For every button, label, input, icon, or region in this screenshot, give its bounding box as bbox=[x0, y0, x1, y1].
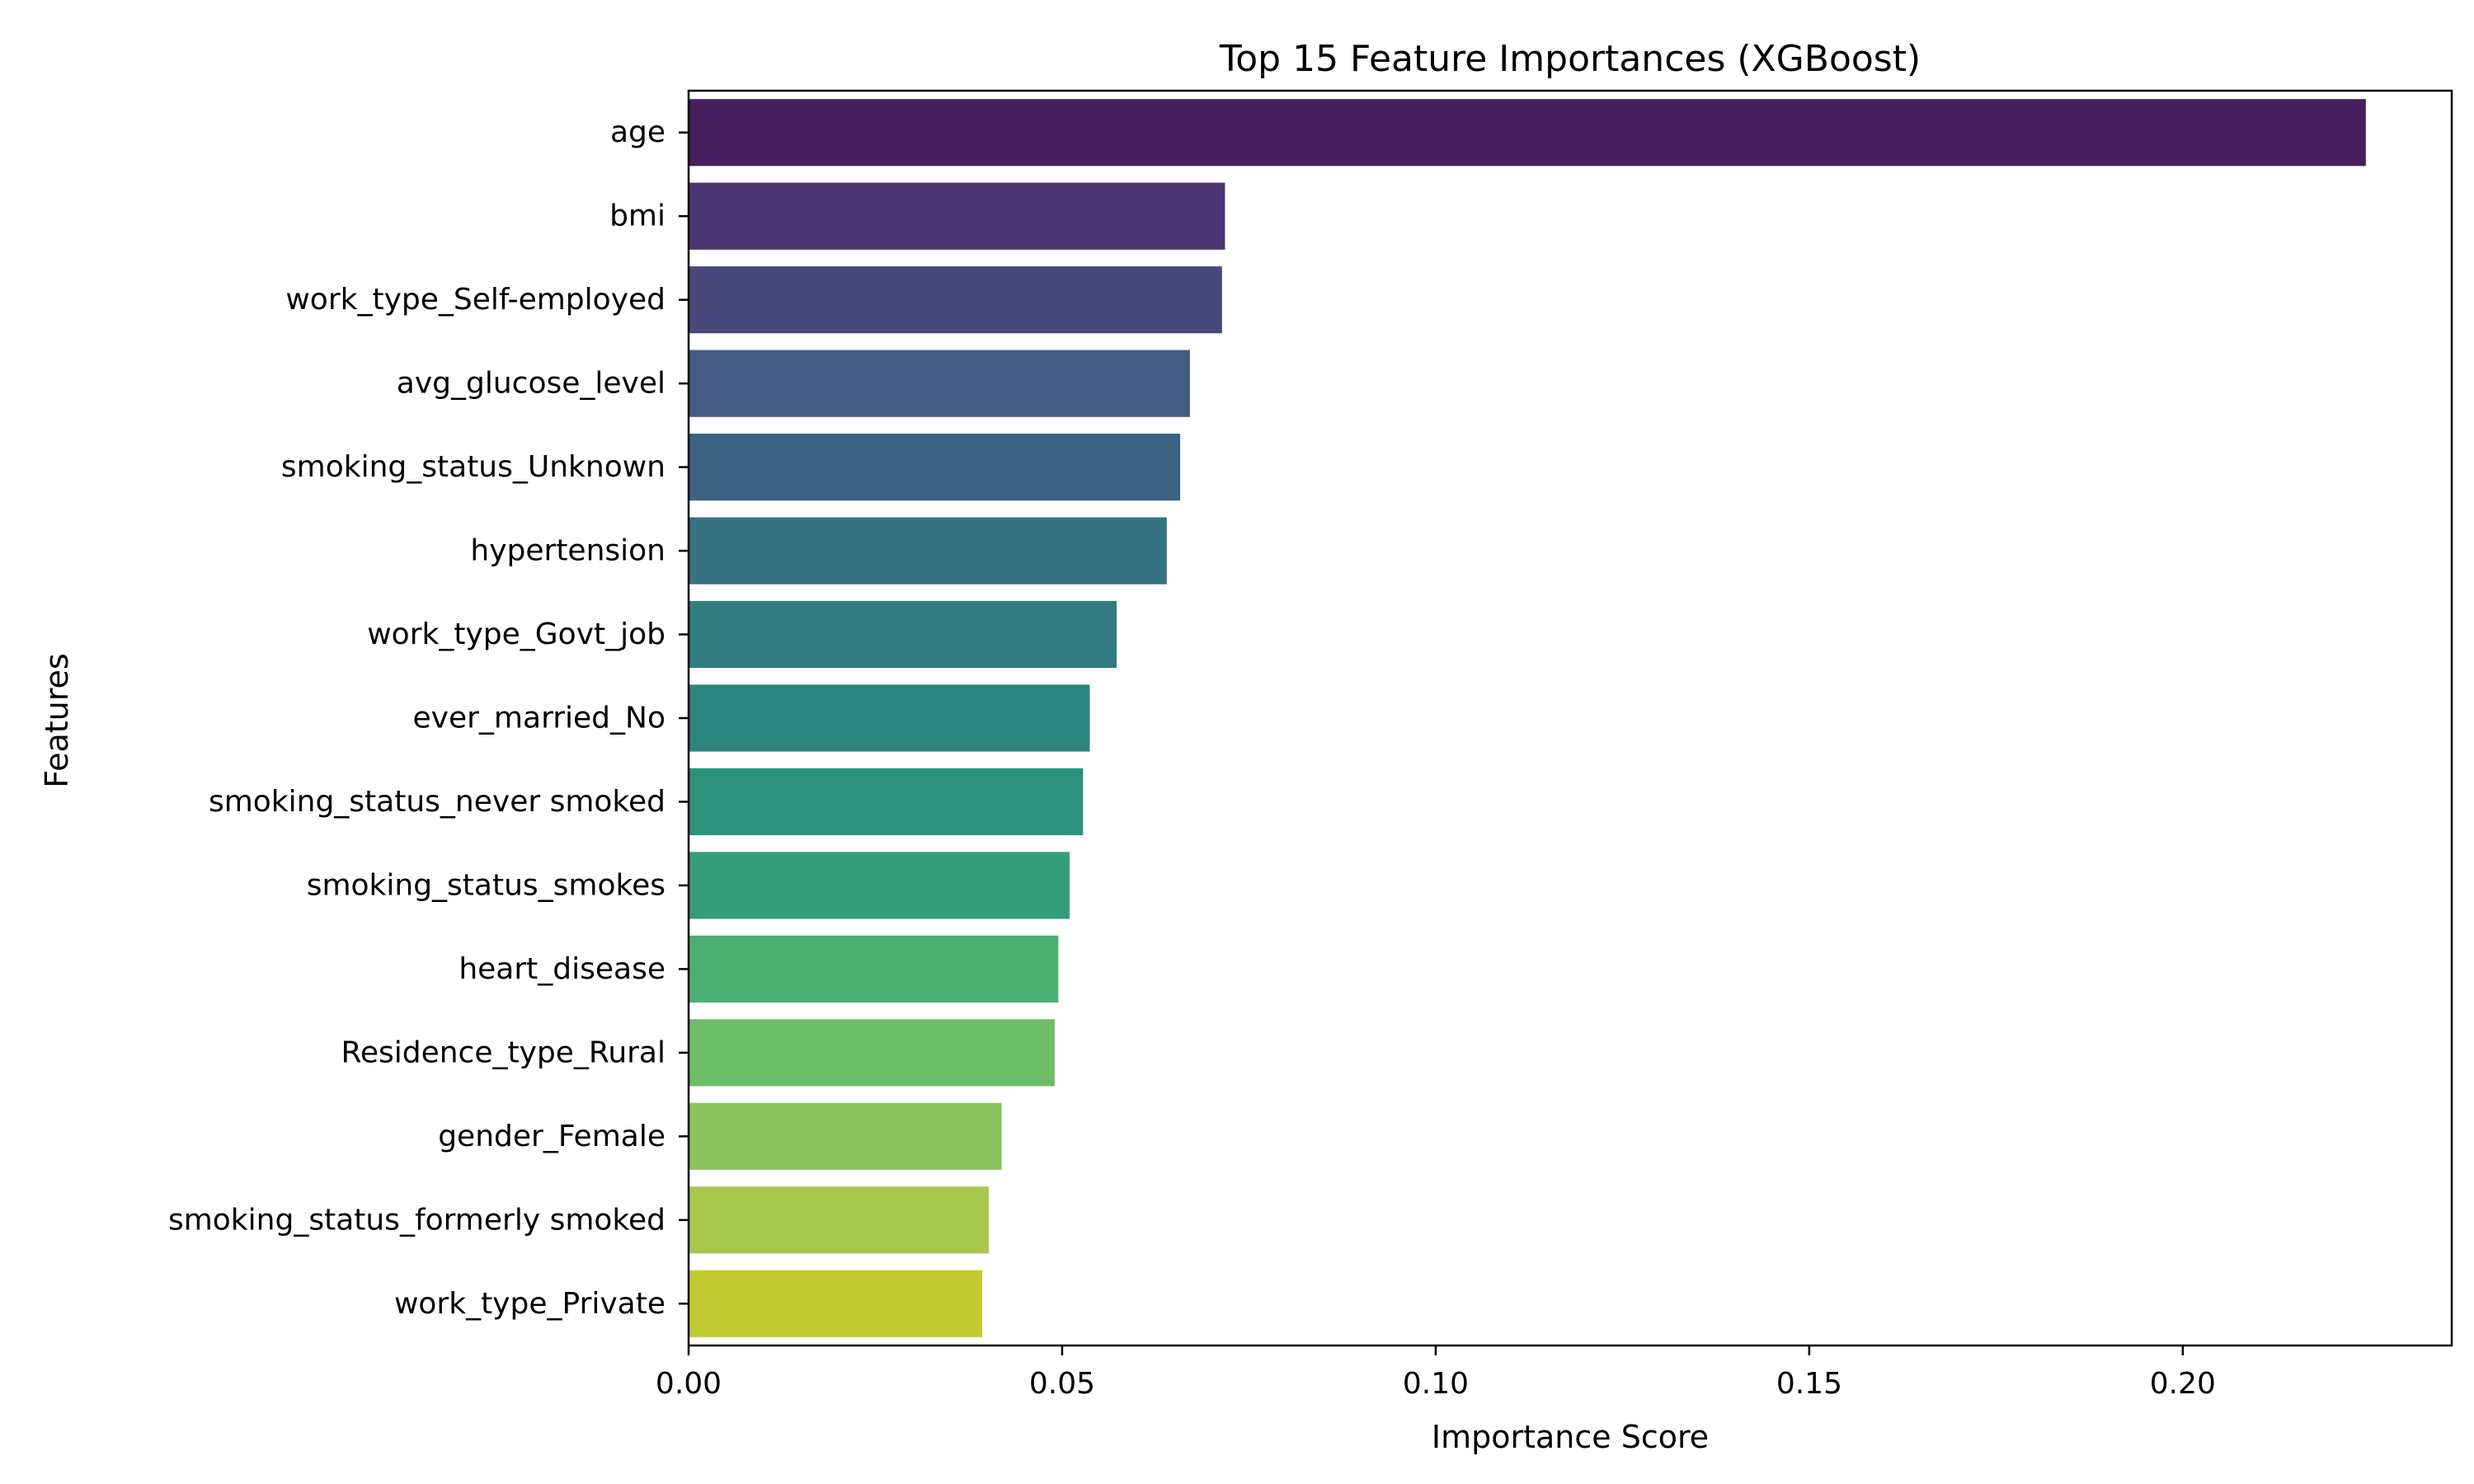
y-tick-label-1: bmi bbox=[609, 200, 666, 233]
bar-8 bbox=[689, 768, 1084, 836]
bar-11 bbox=[689, 1019, 1055, 1087]
bar-0 bbox=[689, 99, 2366, 167]
bar-3 bbox=[689, 350, 1190, 417]
bar-9 bbox=[689, 852, 1070, 919]
y-tick-label-7: ever_married_No bbox=[413, 702, 666, 735]
bar-1 bbox=[689, 182, 1225, 250]
y-axis-label: Features bbox=[39, 653, 75, 787]
y-ticks: age bmi work_type_Self-employed avg_glucose… bbox=[168, 115, 689, 1321]
bar-13 bbox=[689, 1186, 990, 1254]
y-tick-label-2: work_type_Self-employed bbox=[285, 283, 666, 317]
y-tick-label-8: smoking_status_never smoked bbox=[209, 785, 666, 819]
y-tick-label-11: Residence_type_Rural bbox=[341, 1036, 666, 1069]
x-axis-label: Importance Score bbox=[1432, 1419, 1709, 1455]
bar-2 bbox=[689, 266, 1222, 334]
y-tick-label-9: smoking_status_smokes bbox=[307, 868, 666, 902]
y-tick-label-14: work_type_Private bbox=[394, 1287, 666, 1321]
bar-7 bbox=[689, 684, 1090, 752]
x-tick-label-1: 0.05 bbox=[1029, 1367, 1095, 1401]
plot-frame bbox=[687, 89, 2453, 1347]
y-tick-label-6: work_type_Govt_job bbox=[367, 618, 666, 651]
bars-layer bbox=[689, 99, 2366, 1337]
y-tick-label-10: heart_disease bbox=[459, 952, 666, 986]
bar-14 bbox=[689, 1270, 983, 1337]
x-tick-label-4: 0.20 bbox=[2150, 1367, 2216, 1401]
bar-5 bbox=[689, 517, 1167, 585]
bar-12 bbox=[689, 1102, 1002, 1170]
y-tick-label-12: gender_Female bbox=[438, 1120, 666, 1153]
chart-title: Top 15 Feature Importances (XGBoost) bbox=[1219, 38, 1921, 80]
y-tick-label-0: age bbox=[610, 115, 666, 149]
x-tick-label-0: 0.00 bbox=[656, 1367, 722, 1401]
x-tick-label-3: 0.15 bbox=[1776, 1367, 1842, 1401]
y-tick-label-13: smoking_status_formerly smoked bbox=[168, 1203, 666, 1237]
bar-6 bbox=[689, 600, 1117, 669]
y-tick-label-3: avg_glucose_level bbox=[397, 367, 666, 401]
x-tick-label-2: 0.10 bbox=[1403, 1367, 1469, 1401]
bar-4 bbox=[689, 434, 1181, 501]
x-ticks: 0.00 0.05 0.10 0.15 0.20 bbox=[656, 1345, 2216, 1401]
y-tick-label-5: hypertension bbox=[470, 534, 666, 568]
bar-10 bbox=[689, 935, 1059, 1003]
y-tick-label-4: smoking_status_Unknown bbox=[281, 450, 666, 484]
